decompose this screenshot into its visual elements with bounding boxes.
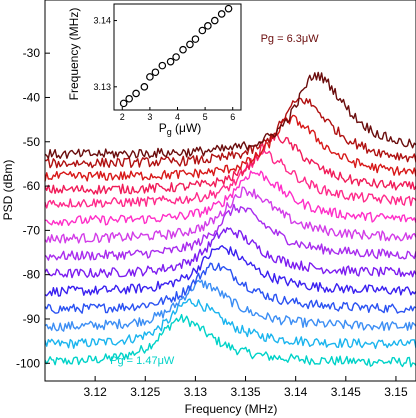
y-tick-label: -80 xyxy=(23,268,41,282)
inset-data-point xyxy=(198,26,207,35)
series-line xyxy=(45,97,416,169)
inset-data-point xyxy=(158,61,167,70)
inset-data-point xyxy=(140,83,149,91)
annotation-label: Pg = 6.3μW xyxy=(261,33,320,45)
inset-data-point xyxy=(179,45,187,54)
inset-data-point xyxy=(191,35,200,43)
inset-group: 2 3 4 5 6 3.13 3.14 xyxy=(93,4,235,122)
series-line xyxy=(44,298,416,350)
y-tick-label: -90 xyxy=(23,312,41,326)
x-tick-label: 3.145 xyxy=(331,385,361,399)
series-line xyxy=(44,149,416,209)
x-tick-label: 3.12 xyxy=(83,385,107,399)
inset-x-axis-title: Pg (μW) xyxy=(159,121,202,137)
series-line xyxy=(44,132,416,195)
y-tick-label: -60 xyxy=(23,179,41,193)
series-line xyxy=(44,203,416,261)
series-line xyxy=(44,262,416,314)
x-tick-label: 3.125 xyxy=(130,385,160,399)
y-tick-label: -70 xyxy=(23,223,41,237)
y-tick-label: -50 xyxy=(23,135,41,149)
inset-x-tick-label: 5 xyxy=(203,112,208,122)
x-tick-label: 3.135 xyxy=(231,385,261,399)
inset-x-tick-label: 6 xyxy=(230,112,235,122)
inset-y-tick-label: 3.14 xyxy=(93,16,111,26)
series-line xyxy=(44,313,416,368)
inset-data-point xyxy=(166,57,175,66)
series-line xyxy=(44,244,416,297)
inset-data-point xyxy=(204,22,212,30)
inset-data-point xyxy=(132,89,140,98)
y-tick-label: -30 xyxy=(23,46,41,60)
main-plot-frame xyxy=(44,0,416,382)
inset-data-point xyxy=(172,53,180,61)
inset-data-point xyxy=(119,99,128,108)
inset-data-point xyxy=(224,4,233,13)
inset-x-axis-title-sub: g xyxy=(167,127,172,137)
y-axis-title: PSD (dBm) xyxy=(1,160,15,221)
series-line xyxy=(44,279,416,332)
inset-x-tick-label: 2 xyxy=(120,112,125,122)
annotations-group: Pg = 6.3μW Pg = 1.47μW xyxy=(110,33,319,367)
annotation-label: Pg = 1.47μW xyxy=(110,355,175,367)
series-line xyxy=(44,71,416,160)
inset-data-point xyxy=(125,94,133,103)
series-line xyxy=(44,186,416,244)
main-axes-group: 3.12 3.125 3.13 3.135 3.14 3.145 3.15-100-90-8… xyxy=(16,46,408,399)
x-tick-label: 3.14 xyxy=(284,385,308,399)
x-axis-title: Frequency (MHz) xyxy=(185,402,278,416)
inset-plot-frame xyxy=(113,3,242,111)
y-tick-label: -100 xyxy=(16,356,40,370)
inset-y-tick-label: 3.13 xyxy=(93,82,111,92)
inset-data-point xyxy=(186,40,194,49)
inset-x-axis-title-main: P xyxy=(159,121,167,135)
inset-data-point xyxy=(217,10,226,18)
series-line xyxy=(44,227,416,279)
inset-x-tick-label: 3 xyxy=(147,112,152,122)
inset-x-axis-title-unit: (μW) xyxy=(172,121,202,135)
inset-data-point xyxy=(210,16,219,25)
inset-data-point xyxy=(151,68,160,77)
series-line xyxy=(45,170,416,227)
inset-y-axis-title: Frequency (MHz) xyxy=(67,8,81,101)
inset-data-point xyxy=(146,73,154,81)
x-tick-label: 3.15 xyxy=(384,385,408,399)
x-tick-label: 3.13 xyxy=(184,385,208,399)
y-tick-label: -40 xyxy=(23,90,41,104)
inset-x-tick-label: 4 xyxy=(175,112,180,122)
series-line xyxy=(44,114,416,182)
main-series-group xyxy=(44,71,416,368)
